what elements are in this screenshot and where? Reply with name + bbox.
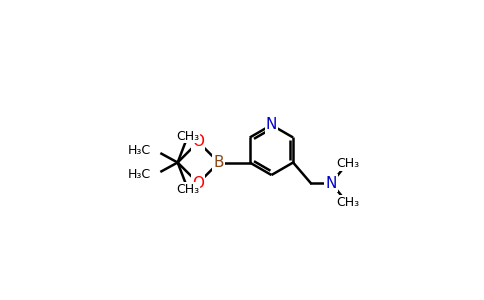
Text: N: N (266, 118, 277, 133)
Text: CH₃: CH₃ (336, 158, 359, 170)
Text: B: B (213, 155, 224, 170)
Text: H₃C: H₃C (128, 144, 151, 157)
Text: CH₃: CH₃ (336, 196, 359, 209)
Text: CH₃: CH₃ (176, 130, 199, 142)
Text: O: O (192, 176, 204, 190)
Text: CH₃: CH₃ (176, 182, 199, 196)
Text: H₃C: H₃C (128, 168, 151, 181)
Text: N: N (326, 176, 337, 190)
Text: O: O (192, 134, 204, 149)
